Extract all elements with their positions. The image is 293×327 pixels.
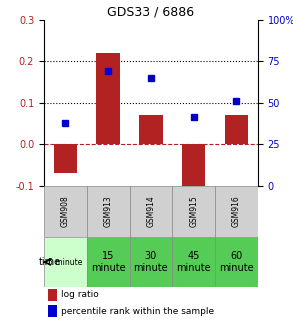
- Text: 15
minute: 15 minute: [91, 251, 125, 273]
- Text: 60
minute: 60 minute: [219, 251, 254, 273]
- Bar: [225, 115, 248, 144]
- Bar: [96, 53, 120, 144]
- Bar: [87, 237, 130, 287]
- Bar: [44, 186, 87, 237]
- Bar: [87, 186, 130, 237]
- Bar: [44, 237, 87, 287]
- Bar: [172, 186, 215, 237]
- Bar: [215, 186, 258, 237]
- Text: GSM914: GSM914: [146, 196, 155, 227]
- Text: percentile rank within the sample: percentile rank within the sample: [61, 306, 214, 316]
- Text: GSM913: GSM913: [104, 196, 113, 227]
- Bar: [172, 237, 215, 287]
- Bar: [130, 237, 172, 287]
- Text: GSM916: GSM916: [232, 196, 241, 227]
- Text: 5 minute: 5 minute: [48, 258, 83, 267]
- Bar: [54, 144, 77, 173]
- Bar: [215, 237, 258, 287]
- Text: 45
minute: 45 minute: [176, 251, 211, 273]
- Text: GSM908: GSM908: [61, 196, 70, 227]
- Text: log ratio: log ratio: [61, 290, 99, 299]
- Text: time: time: [39, 257, 61, 267]
- Text: 30
minute: 30 minute: [134, 251, 168, 273]
- Text: GSM915: GSM915: [189, 196, 198, 227]
- Bar: [139, 115, 163, 144]
- Bar: [48, 305, 57, 317]
- Bar: [130, 186, 172, 237]
- Bar: [48, 289, 57, 301]
- Bar: [182, 144, 205, 194]
- Title: GDS33 / 6886: GDS33 / 6886: [107, 6, 195, 18]
